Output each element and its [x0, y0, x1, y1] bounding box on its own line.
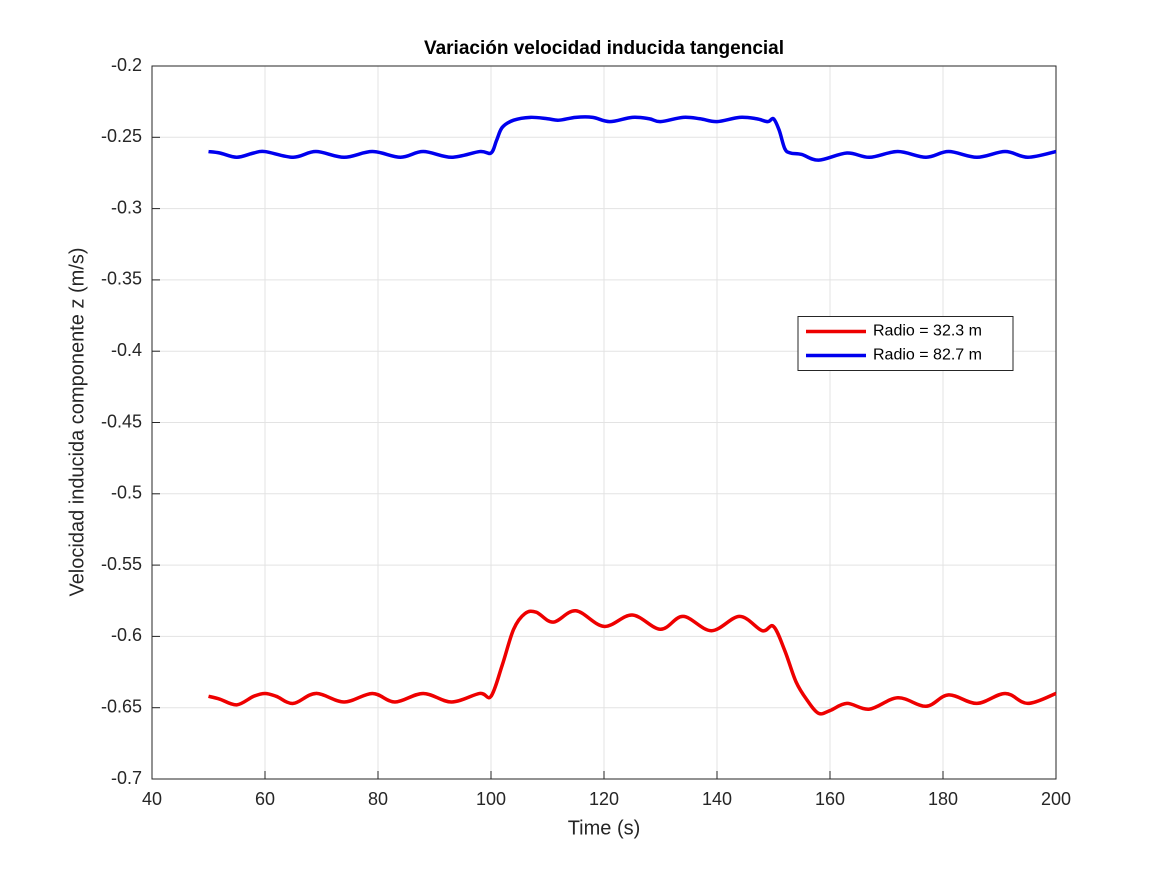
y-tick-label: -0.35 — [101, 269, 142, 289]
x-tick-label: 180 — [928, 789, 958, 809]
y-tick-label: -0.25 — [101, 126, 142, 146]
y-tick-label: -0.45 — [101, 411, 142, 431]
x-axis-label: Time (s) — [568, 817, 641, 839]
y-tick-label: -0.7 — [111, 768, 142, 788]
legend-label: Radio = 32.3 m — [873, 323, 982, 340]
x-tick-label: 200 — [1041, 789, 1071, 809]
plot-frame — [151, 65, 1057, 780]
x-tick-label: 40 — [142, 789, 162, 809]
x-tick-label: 160 — [815, 789, 845, 809]
y-tick-label: -0.3 — [111, 197, 142, 217]
y-tick-label: -0.65 — [101, 696, 142, 716]
x-tick-label: 60 — [255, 789, 275, 809]
x-tick-label: 140 — [702, 789, 732, 809]
series-line — [208, 115, 1057, 162]
series-line — [208, 608, 1057, 716]
y-tick-label: -0.4 — [111, 340, 142, 360]
y-tick-label: -0.55 — [101, 554, 142, 574]
y-axis-label: Velocidad inducida componente z (m/s) — [66, 247, 88, 596]
y-tick-label: -0.2 — [111, 55, 142, 75]
legend-box — [797, 316, 1014, 371]
legend-label: Radio = 82.7 m — [873, 347, 982, 364]
y-tick-label: -0.6 — [111, 625, 142, 645]
x-tick-label: 80 — [368, 789, 388, 809]
chart-title: Variación velocidad inducida tangencial — [424, 38, 784, 59]
y-tick-label: -0.5 — [111, 483, 142, 503]
x-tick-label: 100 — [476, 789, 506, 809]
x-tick-label: 120 — [589, 789, 619, 809]
